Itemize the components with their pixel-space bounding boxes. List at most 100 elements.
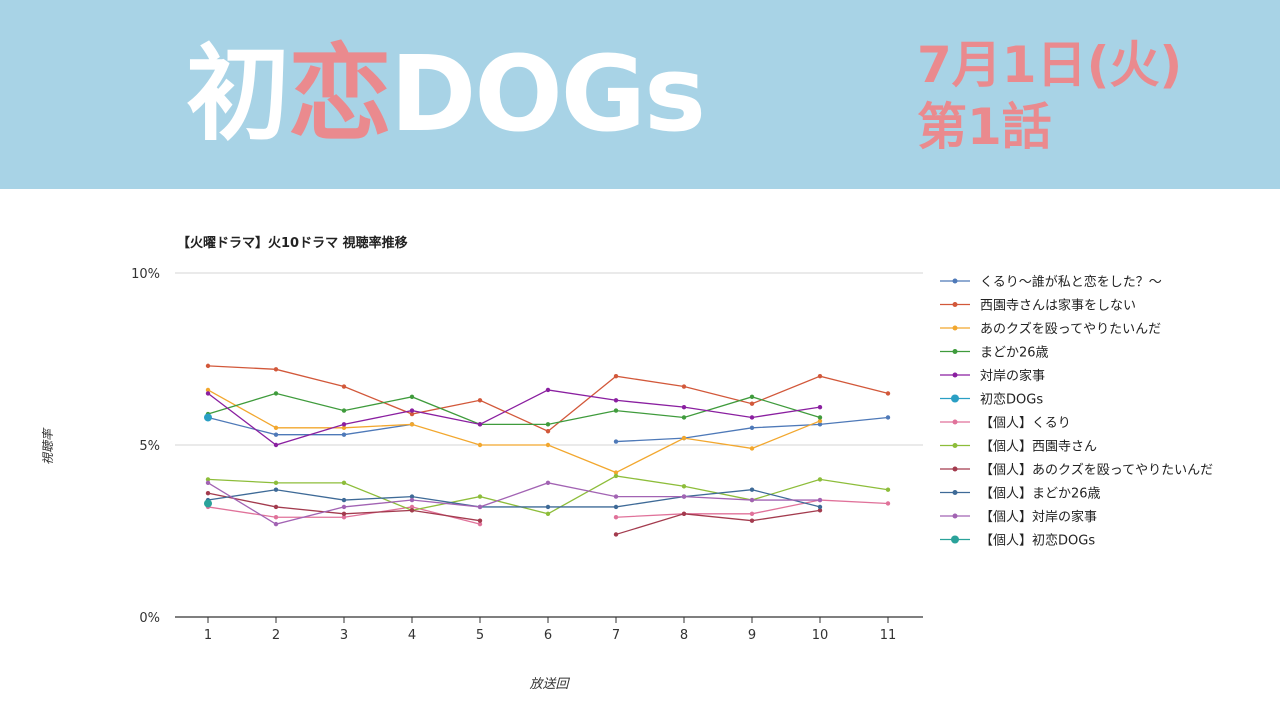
data-point	[545, 504, 551, 510]
legend-label: 【個人】対岸の家事	[980, 509, 1097, 525]
data-point	[545, 480, 551, 486]
chart-title: 【火曜ドラマ】火10ドラマ 視聴率推移	[177, 235, 408, 251]
legend: くるり〜誰が私と恋をした？〜西園寺さんは家事をしないあのクズを殴ってやりたいんだ…	[940, 274, 1213, 549]
show-title-part-3: DOGs	[390, 33, 706, 155]
y-tick-label: 0%	[139, 611, 160, 626]
data-point	[681, 404, 687, 410]
legend-swatch-marker	[951, 394, 959, 403]
series-line	[207, 389, 821, 474]
data-point	[205, 480, 211, 486]
legend-swatch-marker	[952, 419, 958, 425]
data-point	[613, 398, 619, 403]
legend-label: 西園寺さんは家事をしない	[980, 298, 1136, 314]
data-point	[205, 387, 211, 393]
data-point	[749, 425, 755, 430]
legend-item[interactable]: 【個人】くるり	[940, 416, 1071, 431]
legend-swatch-marker	[952, 325, 958, 331]
series-line	[207, 482, 820, 525]
legend-swatch-marker	[952, 513, 958, 519]
data-point	[817, 422, 823, 427]
data-point	[613, 494, 619, 499]
legend-label: 【個人】あのクズを殴ってやりたいんだ	[980, 462, 1213, 478]
header-banner: 初恋DOGs 7月1日(火) 第1話	[0, 0, 1280, 189]
data-point	[817, 418, 823, 424]
data-point	[613, 408, 619, 413]
show-title-part-1: 初	[186, 33, 290, 155]
data-point	[477, 442, 483, 448]
legend-label: くるり〜誰が私と恋をした？〜	[980, 274, 1162, 290]
series-line	[207, 489, 821, 508]
legend-item[interactable]: 対岸の家事	[940, 368, 1045, 384]
series-line	[207, 365, 889, 432]
data-point	[341, 480, 347, 486]
series-5	[205, 387, 823, 448]
legend-swatch-marker	[951, 535, 959, 544]
data-point	[749, 446, 755, 451]
y-tick-label: 10%	[131, 267, 160, 282]
data-point	[409, 394, 415, 400]
data-point	[817, 404, 823, 410]
show-title-part-2: 恋	[288, 33, 392, 155]
data-point	[545, 422, 551, 427]
data-point	[817, 504, 823, 510]
data-point	[341, 432, 347, 437]
legend-item[interactable]: 【個人】西園寺さん	[940, 440, 1097, 455]
chart-area: 【火曜ドラマ】火10ドラマ 視聴率推移 0% 5% 10% 1 2 3 4 5 6 7 8 9 10 1…	[0, 189, 1280, 720]
x-tick-label: 7	[612, 628, 620, 643]
data-point	[817, 415, 823, 420]
legend-swatch-marker	[952, 302, 958, 307]
legend-item[interactable]: 初恋DOGs	[940, 392, 1043, 408]
broadcast-date: 7月1日(火)	[917, 36, 1183, 94]
data-point	[681, 494, 687, 499]
series-12	[204, 499, 212, 508]
series-line	[207, 389, 821, 446]
data-point	[477, 518, 483, 523]
y-tick-label: 5%	[139, 439, 160, 454]
x-axis-label: 放送回	[529, 677, 570, 692]
legend-item[interactable]: まどか26歳	[940, 346, 1049, 361]
data-point	[885, 487, 891, 492]
data-point	[613, 532, 619, 537]
data-point	[409, 422, 415, 427]
legend-label: 対岸の家事	[980, 368, 1045, 384]
x-tick-label: 1	[204, 628, 212, 643]
legend-label: あのクズを殴ってやりたいんだ	[980, 321, 1161, 337]
data-point	[545, 387, 551, 393]
legend-swatch-marker	[952, 490, 958, 495]
data-point	[409, 504, 415, 510]
data-point	[749, 401, 755, 406]
data-point	[205, 363, 211, 369]
data-point	[273, 521, 279, 527]
legend-item[interactable]: 西園寺さんは家事をしない	[940, 298, 1136, 314]
legend-item[interactable]: くるり〜誰が私と恋をした？〜	[940, 274, 1162, 290]
data-point	[341, 422, 347, 427]
legend-label: まどか26歳	[980, 346, 1049, 361]
x-tick-label: 4	[408, 628, 416, 643]
legend-item[interactable]: 【個人】あのクズを殴ってやりたいんだ	[940, 462, 1213, 478]
data-point	[545, 429, 551, 434]
legend-item[interactable]: あのクズを殴ってやりたいんだ	[940, 321, 1161, 337]
data-point	[341, 497, 347, 503]
data-point	[681, 511, 687, 516]
data-point	[205, 391, 211, 396]
data-point	[273, 442, 279, 448]
data-point	[545, 511, 551, 516]
legend-item[interactable]: 【個人】初恋DOGs	[940, 533, 1095, 549]
data-point	[204, 499, 212, 508]
data-point	[273, 391, 279, 396]
data-point	[341, 504, 347, 510]
data-point	[273, 480, 279, 486]
series-line	[615, 509, 821, 536]
data-point	[749, 415, 755, 420]
legend-label: 【個人】初恋DOGs	[980, 533, 1095, 549]
data-point	[341, 515, 347, 520]
data-point	[817, 497, 823, 503]
x-tick-label: 3	[340, 628, 348, 643]
data-point	[477, 494, 483, 499]
data-point	[341, 384, 347, 389]
broadcast-info: 7月1日(火) 第1話	[917, 34, 1182, 158]
data-point	[273, 515, 279, 520]
legend-item[interactable]: 【個人】まどか26歳	[940, 487, 1101, 502]
data-point	[749, 497, 755, 503]
legend-item[interactable]: 【個人】対岸の家事	[940, 509, 1097, 525]
